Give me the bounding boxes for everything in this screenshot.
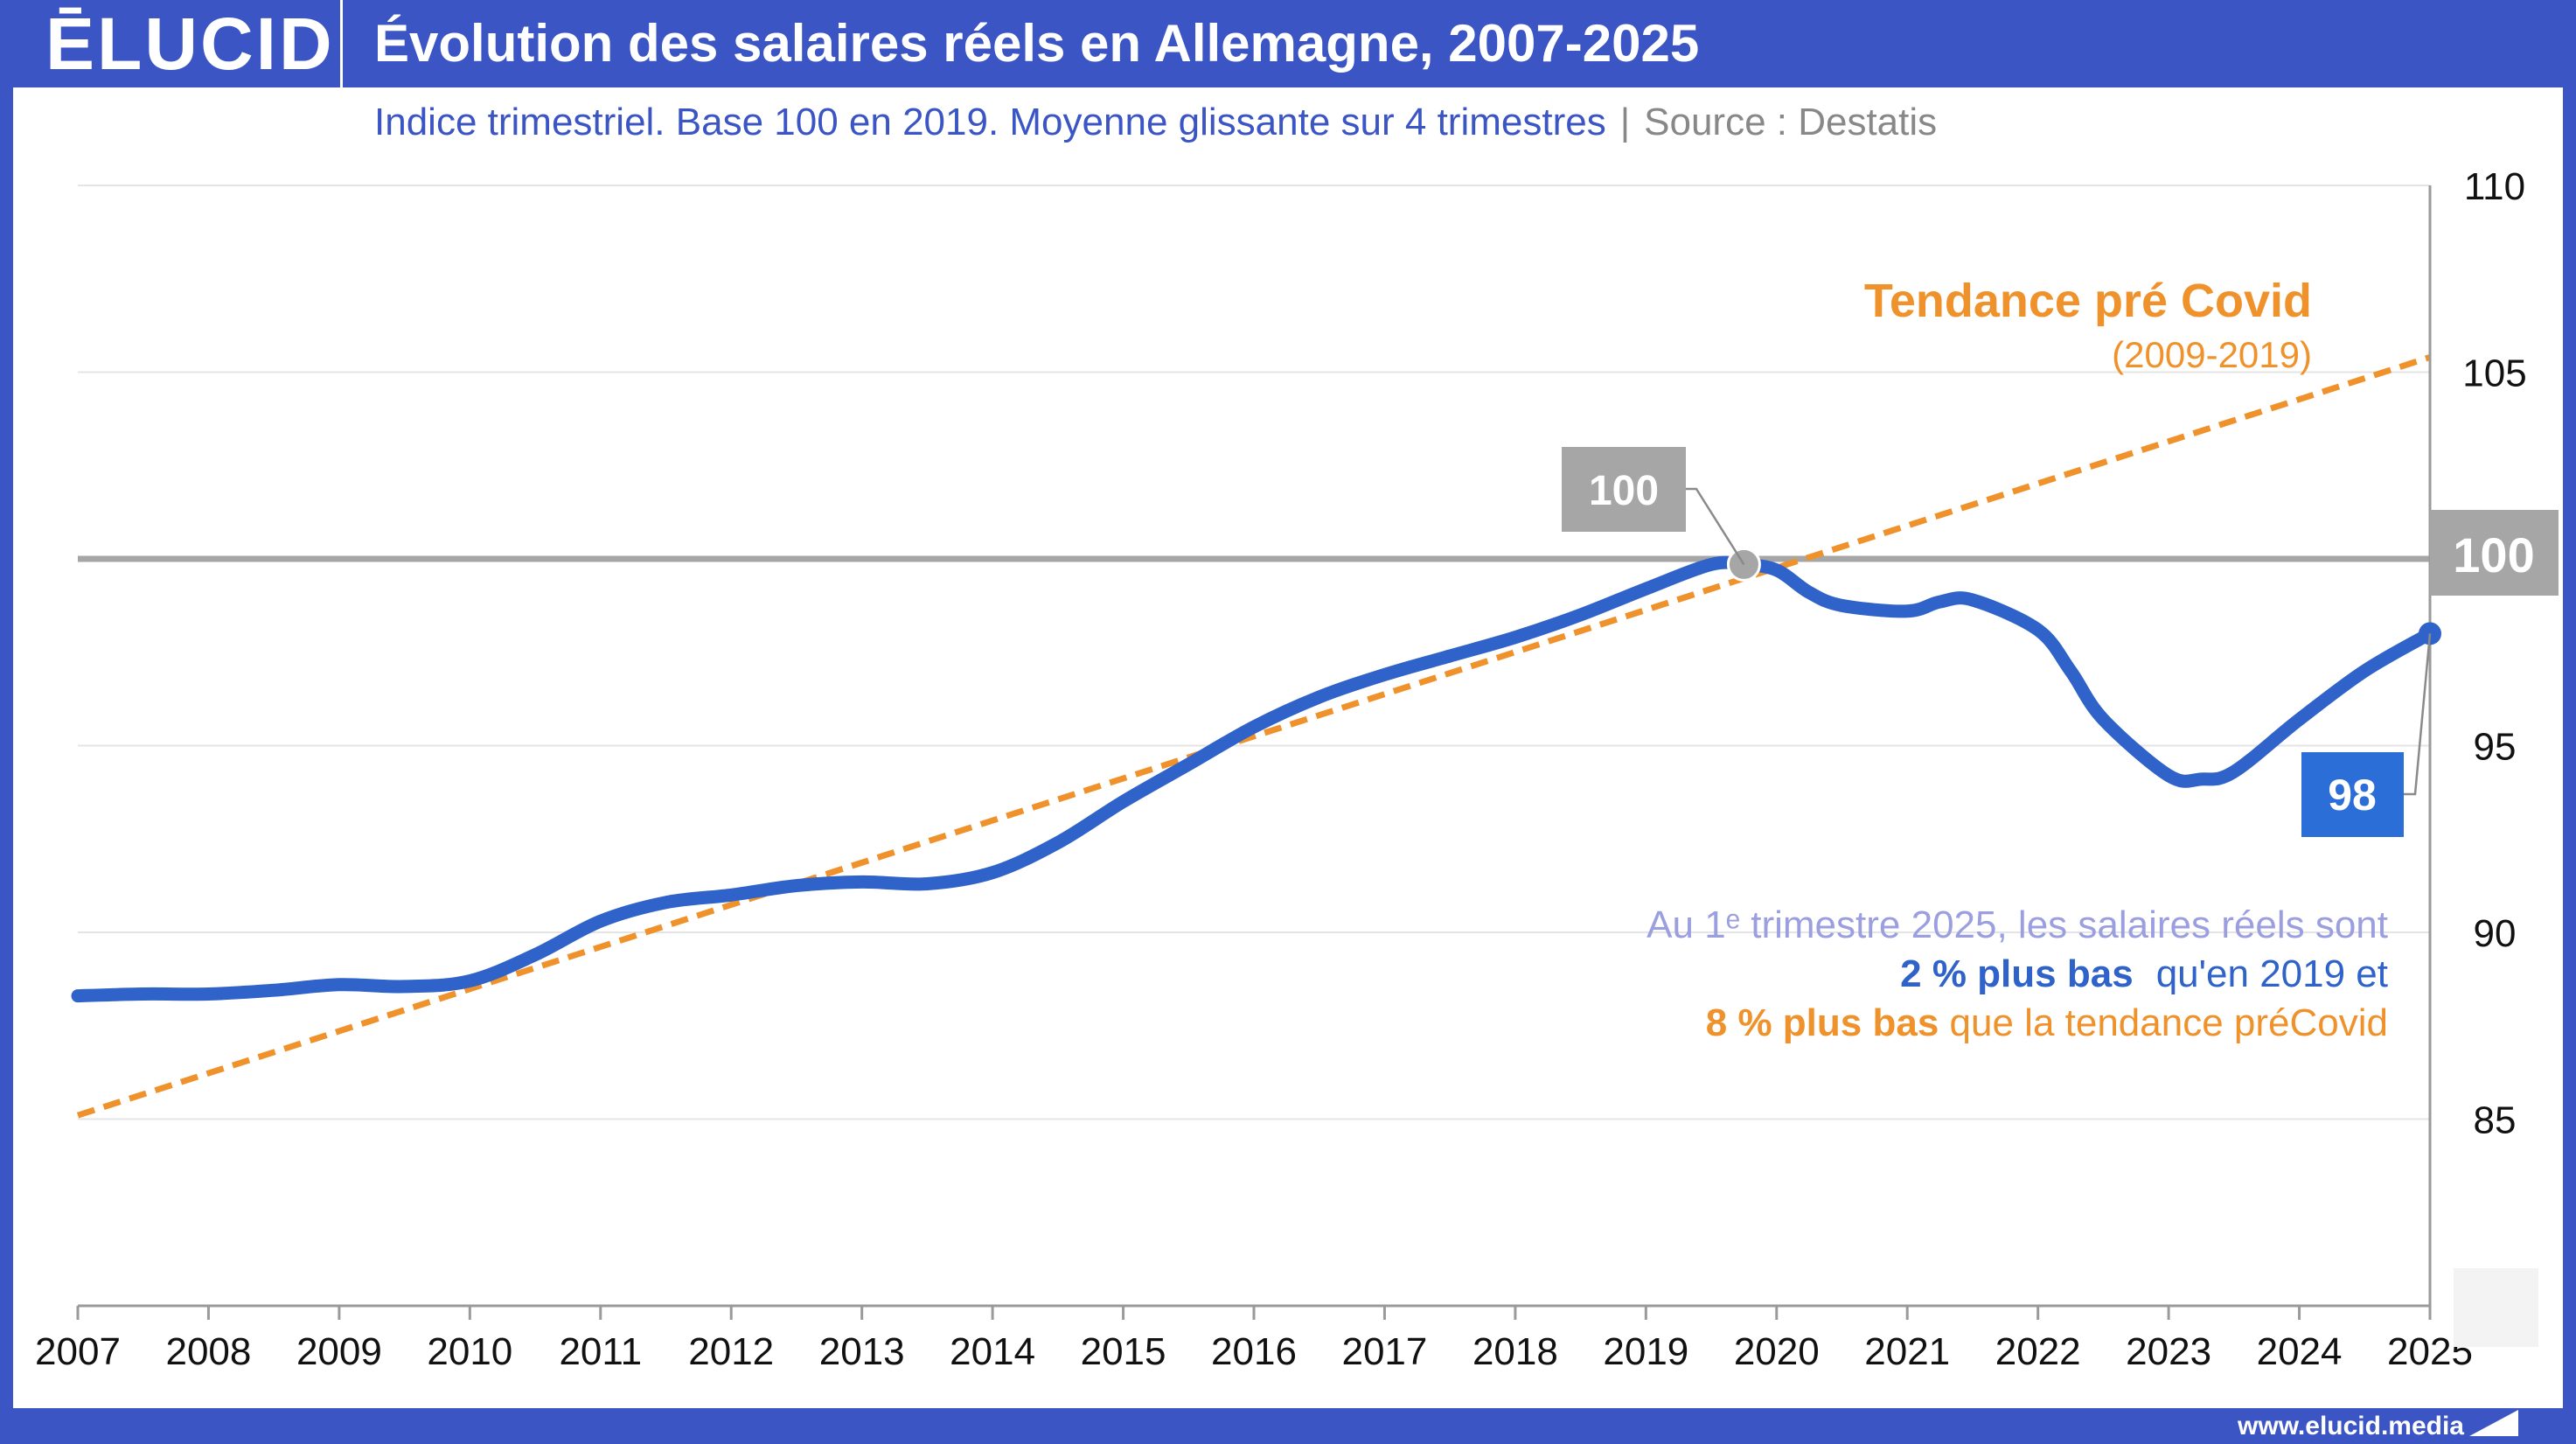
trend-period: (2009-2019) — [2112, 334, 2312, 375]
axis-80-backdrop — [2454, 1268, 2538, 1347]
x-tick-label: 2011 — [559, 1330, 642, 1373]
x-tick-label: 2014 — [950, 1330, 1035, 1373]
x-tick-label: 2017 — [1341, 1330, 1427, 1373]
y-tick-label: 95 — [2474, 726, 2517, 769]
last-value-leader — [2404, 633, 2432, 796]
elucid-mark-icon — [2469, 1410, 2518, 1436]
trend-line — [76, 354, 2432, 1119]
x-tick-label: 2015 — [1081, 1330, 1166, 1373]
source-text: Source : Destatis — [1644, 101, 1938, 143]
trend-title: Tendance pré Covid — [1864, 275, 2312, 327]
base-point-marker — [1726, 547, 1761, 582]
x-tick-label: 2024 — [2257, 1330, 2343, 1373]
note-line-1: Au 1ᵉ trimestre 2025, les salaires réels… — [1647, 901, 2388, 950]
highlight-markers — [1726, 547, 2441, 645]
note-line-1-text: Au 1ᵉ trimestre 2025, les salaires réels… — [1647, 903, 2388, 946]
x-tick-label: 2019 — [1603, 1330, 1688, 1373]
base-label-leader — [1686, 487, 1745, 566]
x-tick-label: 2020 — [1734, 1330, 1820, 1373]
chart-title: Évolution des salaires réels en Allemagn… — [374, 14, 1700, 73]
x-tick-label: 2021 — [1864, 1330, 1950, 1373]
note-line-3: 8 % plus bas que la tendance préCovid — [1706, 999, 2388, 1048]
note-line-3-bold: 8 % plus bas — [1705, 1001, 1939, 1044]
axes: 2007 2008 2009 2010 2011 2012 2013 2014 2015 2016… — [35, 165, 2527, 1373]
note-line-2: 2 % plus bas qu'en 2019 et — [1900, 950, 2388, 999]
header-separator — [340, 0, 343, 87]
subtitle-separator: | — [1619, 101, 1631, 143]
elucid-logo[interactable]: ĒLUCID — [45, 3, 335, 85]
base-label: 100 — [1589, 468, 1659, 514]
x-tick-label: 2012 — [688, 1330, 774, 1373]
note-line-3-rest: que la tendance préCovid — [1949, 1001, 2388, 1044]
x-tick-label: 2010 — [427, 1330, 512, 1373]
last-value-box — [2301, 752, 2404, 837]
x-tick-label: 2016 — [1211, 1330, 1297, 1373]
footer-bar: www.elucid.media — [0, 1408, 2576, 1444]
gridlines — [78, 185, 2430, 1120]
x-tick-label: 2018 — [1472, 1330, 1558, 1373]
series-line — [71, 555, 2437, 1003]
x-tick-label: 2008 — [165, 1330, 251, 1373]
subtitle-text: Indice trimestriel. Base 100 en 2019. Mo… — [374, 101, 1606, 143]
last-value-label: 98 — [2328, 771, 2377, 820]
footer-url[interactable]: www.elucid.media — [2238, 1412, 2464, 1441]
x-tick-label: 2007 — [35, 1330, 121, 1373]
y-tick-label: 85 — [2474, 1099, 2517, 1142]
axis-100-box — [2430, 510, 2559, 596]
x-tick-label: 2009 — [296, 1330, 382, 1373]
header-bar: ĒLUCID Évolution des salaires réels en A… — [0, 0, 2576, 87]
x-tick-label: 2022 — [1995, 1330, 2081, 1373]
chart-subtitle: Indice trimestriel. Base 100 en 2019. Mo… — [374, 98, 1937, 147]
y-tick-label: 105 — [2462, 352, 2526, 395]
base-label-box — [1562, 447, 1686, 532]
x-tick-label: 2023 — [2126, 1330, 2211, 1373]
note-line-2-bold: 2 % plus bas — [1900, 952, 2134, 995]
x-tick-label: 2013 — [819, 1330, 905, 1373]
y-tick-label: 90 — [2474, 912, 2517, 955]
y-tick-label: 110 — [2464, 165, 2525, 208]
axis-100-label: 100 — [2453, 527, 2534, 582]
note-line-2-rest: qu'en 2019 et — [2155, 952, 2388, 995]
